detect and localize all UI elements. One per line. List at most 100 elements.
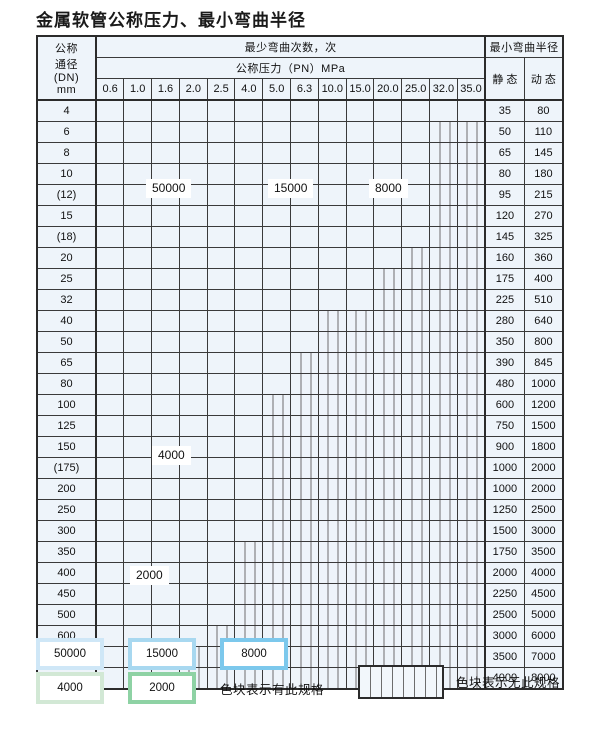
spec-cell (234, 205, 264, 227)
spec-cell (234, 541, 264, 563)
spec-cell (123, 541, 153, 563)
spec-cell (317, 99, 347, 122)
static-radius-cell: 1000 (484, 457, 525, 479)
spec-cell (178, 268, 208, 290)
legend-swatch: 8000 (220, 638, 288, 670)
spec-cell (290, 226, 319, 248)
table-row: (175) 1000 2000 (36, 457, 565, 479)
spec-cell (373, 583, 403, 605)
spec-cell (456, 520, 486, 542)
spec-cell (206, 583, 236, 605)
spec-cell (456, 457, 486, 479)
dynamic-radius-cell: 2000 (523, 478, 565, 500)
table-row: 6 50 110 (36, 121, 565, 143)
spec-cell (234, 499, 264, 521)
spec-cell (95, 331, 125, 353)
dn-cell: 300 (36, 520, 97, 542)
spec-cell (234, 121, 264, 143)
table-row: 4 35 80 (36, 99, 565, 122)
spec-cell (429, 541, 458, 563)
legend-row-green: 4000 2000 色块表示有此规格 (36, 671, 576, 705)
dynamic-radius-cell: 360 (523, 247, 565, 269)
spec-cell (373, 331, 403, 353)
spec-cell (206, 562, 236, 584)
spec-cell (317, 163, 347, 185)
spec-cell (290, 268, 319, 290)
spec-cell (123, 604, 153, 626)
spec-cell (429, 436, 458, 458)
legend-swatch: 2000 (128, 672, 196, 704)
spec-cell (95, 604, 125, 626)
spec-cell (234, 184, 264, 206)
dynamic-radius-cell: 2000 (523, 457, 565, 479)
dn-cell: 50 (36, 331, 97, 353)
static-radius-cell: 4000 (484, 667, 525, 690)
dynamic-radius-cell: 845 (523, 352, 565, 374)
no-spec-legend-label: 色块表示无此规格 (456, 676, 561, 690)
spec-cell (262, 583, 292, 605)
grid-callout-label: 4000 (152, 446, 191, 465)
spec-cell (429, 268, 458, 290)
static-radius-cell: 480 (484, 373, 525, 395)
static-radius-cell: 1000 (484, 478, 525, 500)
spec-cell (151, 247, 180, 269)
spec-cell (123, 142, 153, 164)
pressure-col-header: 1.0 (123, 78, 153, 101)
bend-count-header: 最少弯曲次数，次 (94, 35, 486, 58)
dynamic-radius-cell: 180 (523, 163, 565, 185)
spec-cell (456, 436, 486, 458)
spec-cell (206, 247, 236, 269)
spec-cell (206, 415, 236, 437)
pressure-col-header: 1.6 (151, 78, 180, 101)
spec-cell (401, 99, 431, 122)
spec-cell (290, 289, 319, 311)
spec-cell (401, 457, 431, 479)
table-row: 250 1250 2500 (36, 499, 565, 521)
table-row: 150 900 1800 (36, 436, 565, 458)
spec-cell (317, 205, 347, 227)
pressure-col-header: 15.0 (345, 78, 375, 101)
spec-cell (345, 415, 375, 437)
spec-cell (178, 247, 208, 269)
spec-cell (178, 394, 208, 416)
spec-cell (290, 247, 319, 269)
spec-cell (95, 310, 125, 332)
spec-cell (206, 289, 236, 311)
spec-cell (95, 562, 125, 584)
dn-cell: 32 (36, 289, 97, 311)
spec-cell (95, 394, 125, 416)
spec-cell (206, 184, 236, 206)
spec-cell (151, 478, 180, 500)
legend-swatch: 4000 (36, 672, 104, 704)
spec-cell (345, 331, 375, 353)
spec-cell (95, 583, 125, 605)
spec-cell (456, 121, 486, 143)
spec-cell (373, 499, 403, 521)
spec-cell (290, 331, 319, 353)
spec-cell (429, 583, 458, 605)
spec-cell (429, 205, 458, 227)
spec-cell (401, 331, 431, 353)
spec-cell (234, 436, 264, 458)
spec-cell (234, 520, 264, 542)
spec-cell (178, 541, 208, 563)
spec-cell (345, 226, 375, 248)
spec-cell (290, 541, 319, 563)
spec-cell (456, 310, 486, 332)
spec-cell (345, 394, 375, 416)
static-radius-cell: 225 (484, 289, 525, 311)
static-radius-cell: 65 (484, 142, 525, 164)
spec-cell (401, 604, 431, 626)
table-body: 4 35 80 6 50 110 8 65 145 10 80 180 (12) 95 215 15 120 27… (36, 99, 565, 690)
spec-cell (456, 247, 486, 269)
spec-cell (178, 478, 208, 500)
spec-cell (95, 415, 125, 437)
spec-cell (317, 646, 347, 668)
radius-dynamic-header: 动 态 (523, 57, 565, 101)
spec-cell (206, 205, 236, 227)
spec-cell (206, 604, 236, 626)
spec-cell (317, 373, 347, 395)
dynamic-radius-cell: 1500 (523, 415, 565, 437)
dynamic-radius-cell: 3000 (523, 520, 565, 542)
spec-cell (95, 163, 125, 185)
